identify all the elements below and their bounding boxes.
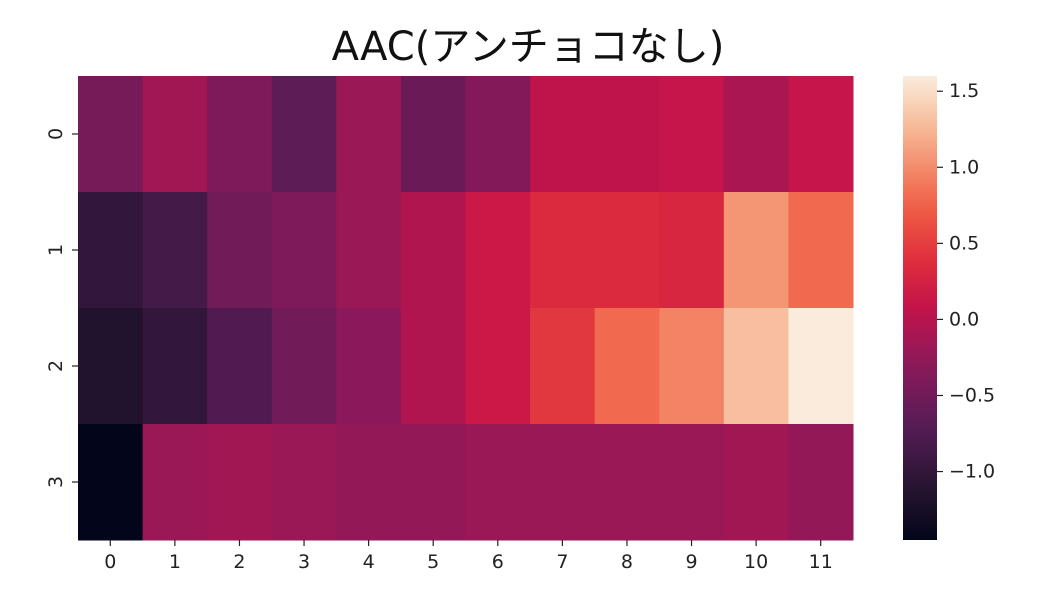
heatmap-cell-r3-c0: [78, 424, 144, 541]
heatmap-cell-r0-c0: [78, 76, 144, 193]
x-tick-label: 0: [104, 551, 116, 573]
heatmap-cell-r2-c9: [659, 308, 725, 425]
colorbar-tick-label: 0.5: [949, 232, 979, 254]
heatmap-cell-r3-c9: [659, 424, 725, 541]
heatmap-cell-r3-c3: [271, 424, 337, 541]
colorbar-tick-label: 1.0: [949, 156, 979, 178]
heatmap-cell-r2-c8: [594, 308, 660, 425]
heatmap-cell-r0-c10: [723, 76, 789, 193]
heatmap-cell-r2-c11: [788, 308, 854, 425]
heatmap-cell-r0-c8: [594, 76, 660, 193]
heatmap-cell-r1-c7: [530, 192, 596, 309]
heatmap-cell-r0-c3: [271, 76, 337, 193]
heatmap-cell-r2-c3: [271, 308, 337, 425]
x-tick-label: 6: [492, 551, 504, 573]
colorbar-tick-label: −0.5: [949, 384, 995, 406]
heatmap-cell-r3-c10: [723, 424, 789, 541]
x-tick-label: 10: [744, 551, 768, 573]
heatmap-cell-r0-c9: [659, 76, 725, 193]
heatmap-cell-r3-c5: [400, 424, 466, 541]
heatmap-cell-r2-c7: [530, 308, 596, 425]
x-tick-label: 5: [427, 551, 439, 573]
heatmap-cell-r1-c8: [594, 192, 660, 309]
heatmap-cell-r3-c7: [530, 424, 596, 541]
colorbar-tick-label: −1.0: [949, 461, 995, 483]
x-tick-label: 11: [809, 551, 833, 573]
x-tick-label: 1: [169, 551, 181, 573]
x-tick-label: 8: [621, 551, 633, 573]
colorbar: −1.0 −0.5 0.0 0.5 1.0 1.5: [903, 76, 995, 540]
heatmap-cell-r0-c11: [788, 76, 854, 193]
chart-title: AAC(アンチョコなし): [331, 24, 725, 70]
y-tick-label: 0: [45, 128, 67, 140]
x-tick-label: 9: [685, 551, 697, 573]
heatmap-cell-r1-c5: [400, 192, 466, 309]
colorbar-gradient: [903, 76, 937, 540]
heatmap-cell-r0-c2: [207, 76, 273, 193]
heatmap-cell-r3-c4: [336, 424, 402, 541]
colorbar-tick-label: 1.5: [949, 80, 979, 102]
heatmap-cell-r1-c0: [78, 192, 144, 309]
heatmap-cell-r0-c5: [400, 76, 466, 193]
heatmap-cell-r1-c11: [788, 192, 854, 309]
x-tick-label: 7: [556, 551, 568, 573]
heatmap-cell-r1-c1: [142, 192, 208, 309]
y-tick-label: 2: [45, 360, 67, 372]
heatmap-cell-r3-c8: [594, 424, 660, 541]
heatmap-cell-r2-c0: [78, 308, 144, 425]
heatmap-cell-r2-c10: [723, 308, 789, 425]
heatmap-cell-r0-c7: [530, 76, 596, 193]
x-axis: 0 1 2 3 4 5 6 7 8 9 10 11: [104, 540, 833, 573]
heatmap-cell-r2-c2: [207, 308, 273, 425]
heatmap-cell-r2-c1: [142, 308, 208, 425]
heatmap-cell-r0-c1: [142, 76, 208, 193]
y-axis: 0 1 2 3: [45, 128, 78, 488]
x-tick-label: 4: [363, 551, 375, 573]
heatmap-cell-r3-c6: [465, 424, 531, 541]
heatmap-cell-r1-c9: [659, 192, 725, 309]
heatmap-cell-r1-c10: [723, 192, 789, 309]
heatmap-cell-r1-c4: [336, 192, 402, 309]
heatmap-cell-r0-c6: [465, 76, 531, 193]
colorbar-tick-label: 0.0: [949, 308, 979, 330]
heatmap-cell-r2-c6: [465, 308, 531, 425]
y-tick-label: 1: [45, 244, 67, 256]
heatmap-cell-r1-c2: [207, 192, 273, 309]
x-tick-label: 2: [233, 551, 245, 573]
heatmap-cell-r2-c4: [336, 308, 402, 425]
x-tick-label: 3: [298, 551, 310, 573]
heatmap-cell-r3-c2: [207, 424, 273, 541]
heatmap-cell-r3-c11: [788, 424, 854, 541]
heatmap-cell-r1-c6: [465, 192, 531, 309]
heatmap-cell-r0-c4: [336, 76, 402, 193]
y-tick-label: 3: [45, 476, 67, 488]
heatmap-cell-r2-c5: [400, 308, 466, 425]
heatmap-cell-r3-c1: [142, 424, 208, 541]
heatmap-cells: [78, 76, 854, 541]
heatmap-cell-r1-c3: [271, 192, 337, 309]
